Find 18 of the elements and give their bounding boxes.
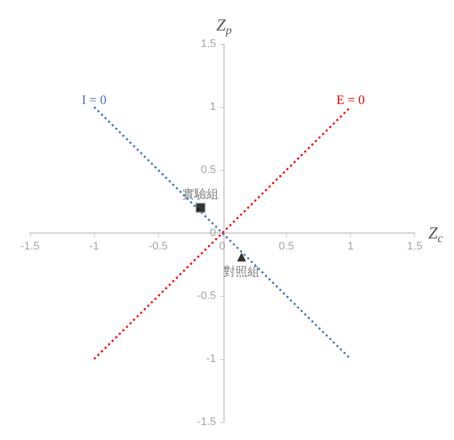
y-tick-label: 0.5	[200, 164, 216, 176]
series-label: 對照組	[224, 264, 260, 278]
y-tick-label: 0	[210, 227, 216, 239]
x-tick-label: 0.5	[278, 240, 294, 252]
y-tick-label: 1.5	[200, 38, 216, 50]
series-label: I = 0	[82, 92, 106, 107]
x-tick-label: -1	[89, 240, 100, 252]
y-tick-label: 1	[210, 101, 216, 113]
y-tick-label: -0.5	[197, 290, 216, 302]
x-tick-label: 1.5	[407, 240, 422, 252]
x-tick-label: -0.5	[148, 240, 168, 252]
y-tick-label: -1	[206, 353, 216, 365]
x-tick-label: 1	[348, 240, 354, 252]
y-tick-label: -1.5	[197, 416, 216, 428]
x-tick-label: 0	[219, 240, 226, 252]
x-tick-label: -1.5	[20, 240, 40, 252]
series-label: E = 0	[336, 92, 365, 107]
series-label: 實驗組	[182, 186, 219, 201]
